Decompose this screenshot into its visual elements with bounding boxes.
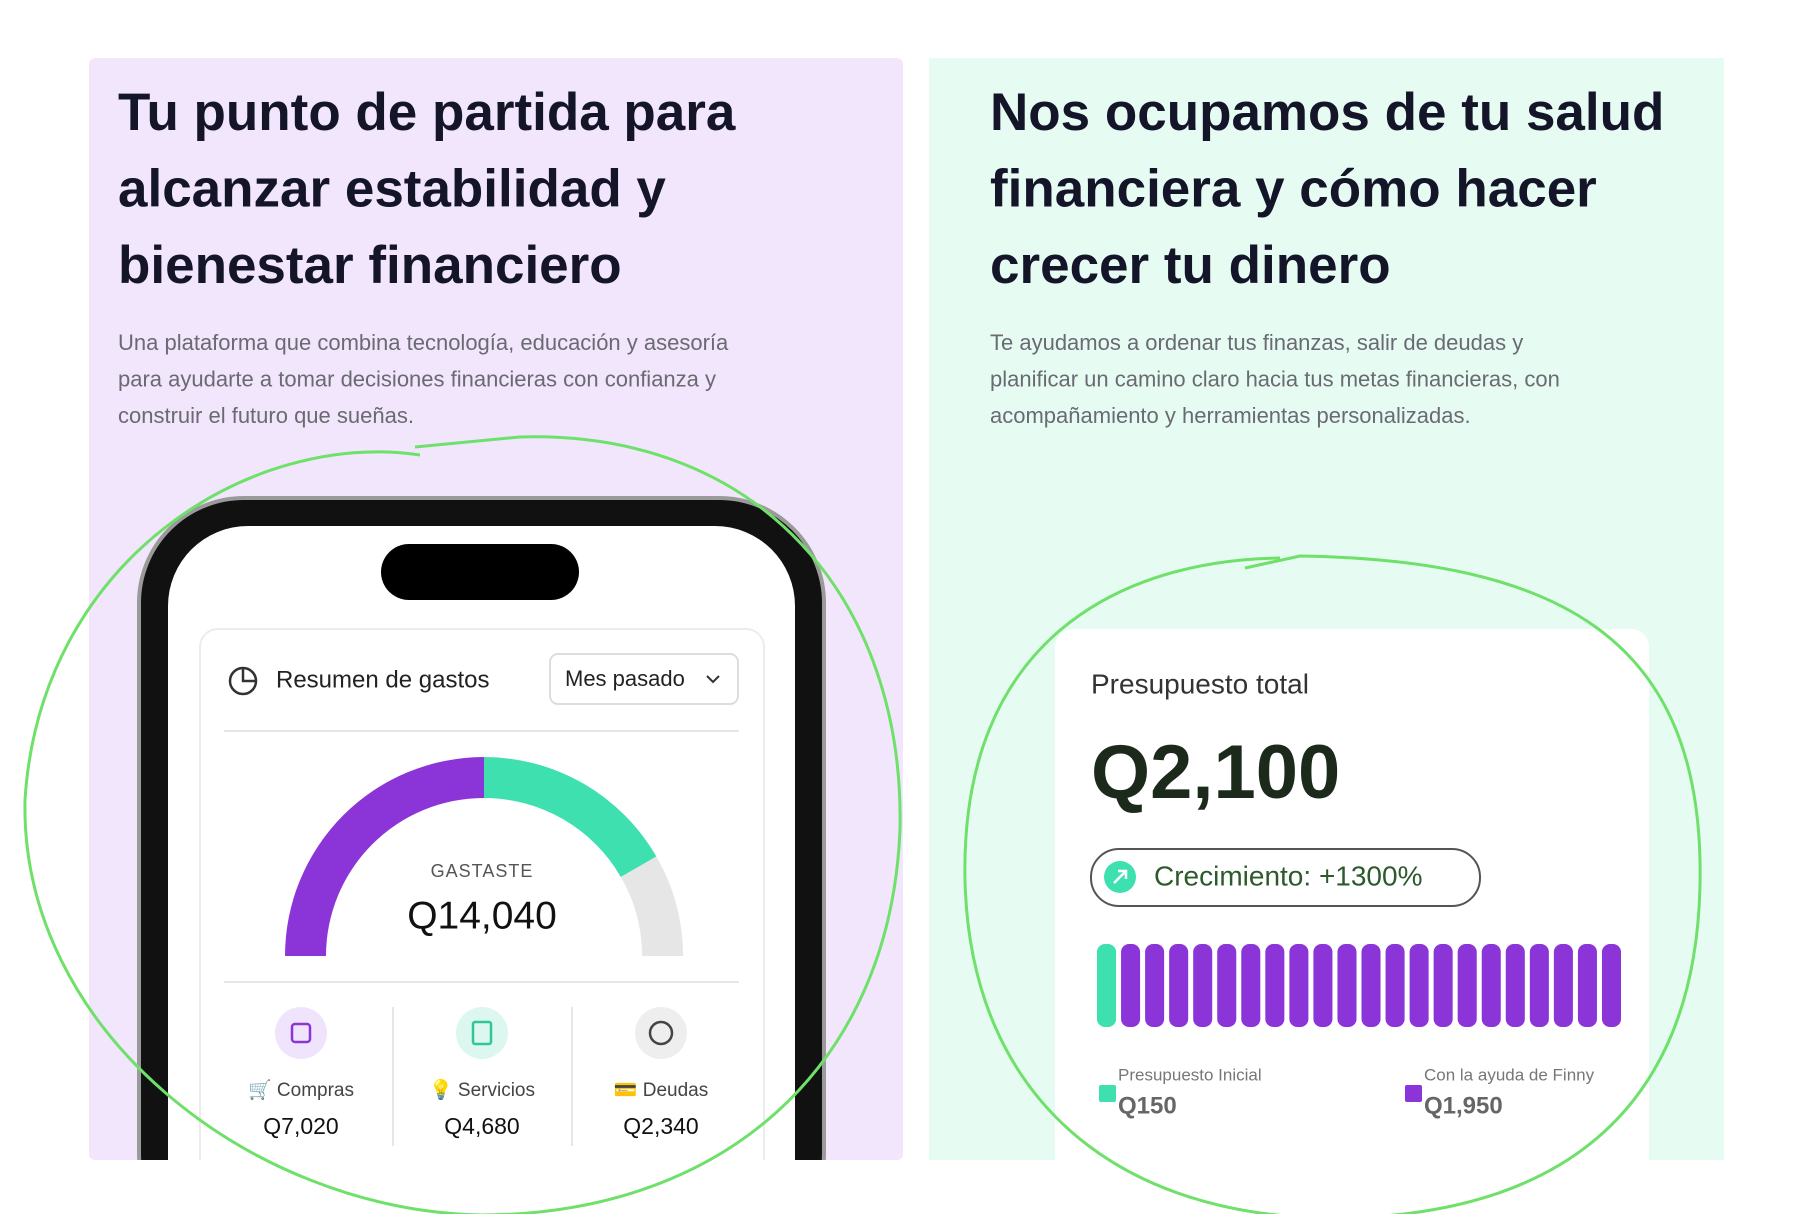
bar-segment — [1097, 944, 1117, 1027]
total-caption: GASTASTE — [431, 861, 534, 881]
item-value: Q2,340 — [623, 1113, 698, 1139]
bar-segment — [1361, 944, 1381, 1027]
annotation-circle — [23, 435, 902, 1214]
gauge-segment — [620, 856, 683, 956]
annotation-circle — [963, 554, 1702, 1214]
total-value: Q14,040 — [407, 894, 557, 937]
item-value: Q7,020 — [263, 1113, 338, 1139]
bar-segment — [1241, 944, 1261, 1027]
summary-title: Resumen de gastos — [276, 666, 489, 693]
budget-total: Q2,100 — [1091, 730, 1340, 815]
paragraph-line: construir el futuro que sueñas. — [118, 403, 414, 428]
bar-segment — [1409, 944, 1429, 1027]
heading-line: crecer tu dinero — [990, 236, 1391, 295]
paragraph-line: acompañamiento y herramientas personaliz… — [990, 403, 1471, 428]
bar-segment — [1457, 944, 1477, 1027]
budget-card: Presupuesto total Q2,100 Crecimiento: +1… — [1055, 629, 1649, 1160]
item-label: 💳 Deudas — [614, 1080, 708, 1101]
budget-title: Presupuesto total — [1091, 668, 1309, 699]
bar-segment — [1289, 944, 1309, 1027]
growth-pill: Crecimiento: +1300% — [1154, 860, 1422, 891]
heading-line: financiera y cómo hacer — [990, 160, 1597, 219]
bar-segment — [1193, 944, 1213, 1027]
gauge-segment — [484, 756, 657, 877]
bar-segment — [1577, 944, 1597, 1027]
bar-segment — [1121, 944, 1141, 1027]
bar-segment — [1505, 944, 1525, 1027]
heading-line: Tu punto de partida para — [118, 83, 736, 142]
legend-swatch — [1405, 1085, 1422, 1102]
paragraph-line: Te ayudamos a ordenar tus finanzas, sali… — [990, 330, 1523, 355]
item-value: Q4,680 — [444, 1113, 519, 1139]
legend-value: Q150 — [1118, 1092, 1177, 1119]
bar-segment — [1553, 944, 1573, 1027]
paragraph-line: para ayudarte a tomar decisiones financi… — [118, 366, 716, 391]
bar-segment — [1385, 944, 1405, 1027]
bar-segment — [1145, 944, 1165, 1027]
heading-line: bienestar financiero — [118, 236, 622, 295]
bar-segment — [1313, 944, 1333, 1027]
paragraph-line: planificar un camino claro hacia tus met… — [990, 366, 1560, 391]
legend-swatch — [1099, 1085, 1116, 1102]
bar-segment — [1265, 944, 1285, 1027]
legend-value: Q1,950 — [1424, 1092, 1503, 1119]
gauge-segment — [285, 757, 484, 956]
bar-segment — [1217, 944, 1237, 1027]
phone: Resumen de gastos Mes pasado GASTASTE Q1… — [137, 496, 826, 1160]
bar-segment — [1433, 944, 1453, 1027]
bar-segment — [1481, 944, 1501, 1027]
item-label: 🛒 Compras — [248, 1078, 354, 1101]
bar-segment — [1529, 944, 1549, 1027]
heading-line: Nos ocupamos de tu salud — [990, 83, 1664, 142]
item-label: 💡 Servicios — [429, 1078, 535, 1101]
bar-segment — [1601, 944, 1621, 1027]
heading-line: alcanzar estabilidad y — [118, 160, 666, 219]
bar-segment — [1337, 944, 1357, 1027]
bar-segment — [1169, 944, 1189, 1027]
legend-label: Con la ayuda de Finny — [1424, 1065, 1595, 1084]
period-select[interactable]: Mes pasado — [565, 666, 685, 691]
legend-label: Presupuesto Inicial — [1118, 1065, 1262, 1084]
paragraph-line: Una plataforma que combina tecnología, e… — [118, 330, 729, 355]
